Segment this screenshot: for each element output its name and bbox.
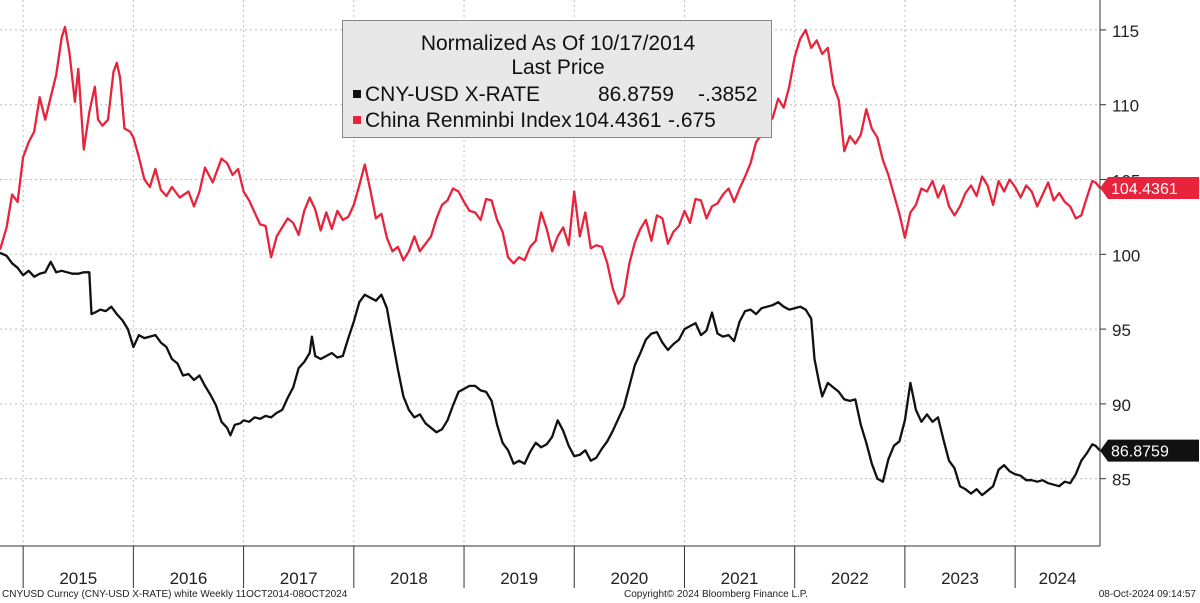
legend-swatch-red <box>353 116 361 124</box>
x-tick-label: 2021 <box>721 569 759 588</box>
footer-timestamp: 08-Oct-2024 09:14:57 <box>1098 589 1196 600</box>
x-tick-label: 2017 <box>280 569 318 588</box>
last-value-tag-text: 86.8759 <box>1111 444 1169 461</box>
legend-swatch-black <box>353 90 361 98</box>
legend-label: CNY-USD X-RATE <box>365 83 541 106</box>
legend-change: -.3852 <box>698 83 758 106</box>
x-tick-label: 2023 <box>941 569 979 588</box>
y-tick-label: 110 <box>1112 97 1139 116</box>
legend-entry-renminbi-index: China Renminbi Index 104.4361 -.675 <box>353 109 716 133</box>
last-value-labels: 104.4361 86.8759 <box>1100 176 1199 462</box>
legend-label: China Renminbi Index <box>365 109 572 132</box>
x-tick-label: 2018 <box>390 569 428 588</box>
x-tick-label: 2024 <box>1039 569 1077 588</box>
series-line <box>0 251 1101 497</box>
legend-last-value: 86.8759 <box>598 83 674 106</box>
footer-source: CNYUSD Curncy (CNY-USD X-RATE) white Wee… <box>2 589 348 600</box>
x-tick-label: 2016 <box>170 569 208 588</box>
x-axis: 2015 2016 2017 2018 2019 2020 2021 2022 2023 2024 <box>0 545 1100 588</box>
last-value-tag: 104.4361 <box>1100 176 1199 199</box>
y-tick-label: 85 <box>1112 471 1131 490</box>
series-line <box>0 25 1101 305</box>
x-tick-label: 2019 <box>500 569 538 588</box>
y-tick-label: 95 <box>1112 321 1131 340</box>
last-value-tag-text: 104.4361 <box>1111 181 1178 198</box>
y-tick-label: 90 <box>1112 396 1131 415</box>
y-tick-label: 100 <box>1112 246 1140 265</box>
legend-last-value: 104.4361 <box>574 109 662 132</box>
legend-header: Last Price <box>511 56 605 79</box>
last-value-tag: 86.8759 <box>1100 439 1199 462</box>
y-axis: 859095100105110115 <box>1099 0 1140 546</box>
last-value-tag-bg <box>1100 439 1199 462</box>
last-value-tag-bg <box>1100 176 1199 199</box>
legend-change: -.675 <box>668 109 716 132</box>
legend: Normalized As Of 10/17/2014 Last Price C… <box>342 20 772 138</box>
footer-copyright: Copyright© 2024 Bloomberg Finance L.P. <box>624 589 808 600</box>
legend-entry-cny-usd: CNY-USD X-RATE 86.8759 -.3852 <box>353 83 758 107</box>
chart-title: Normalized As Of 10/17/2014 <box>420 32 696 55</box>
x-tick-label: 2015 <box>59 569 97 588</box>
x-tick-label: 2022 <box>831 569 869 588</box>
x-tick-label: 2020 <box>610 569 648 588</box>
series-lines <box>0 25 1101 497</box>
y-tick-label: 115 <box>1112 22 1139 41</box>
